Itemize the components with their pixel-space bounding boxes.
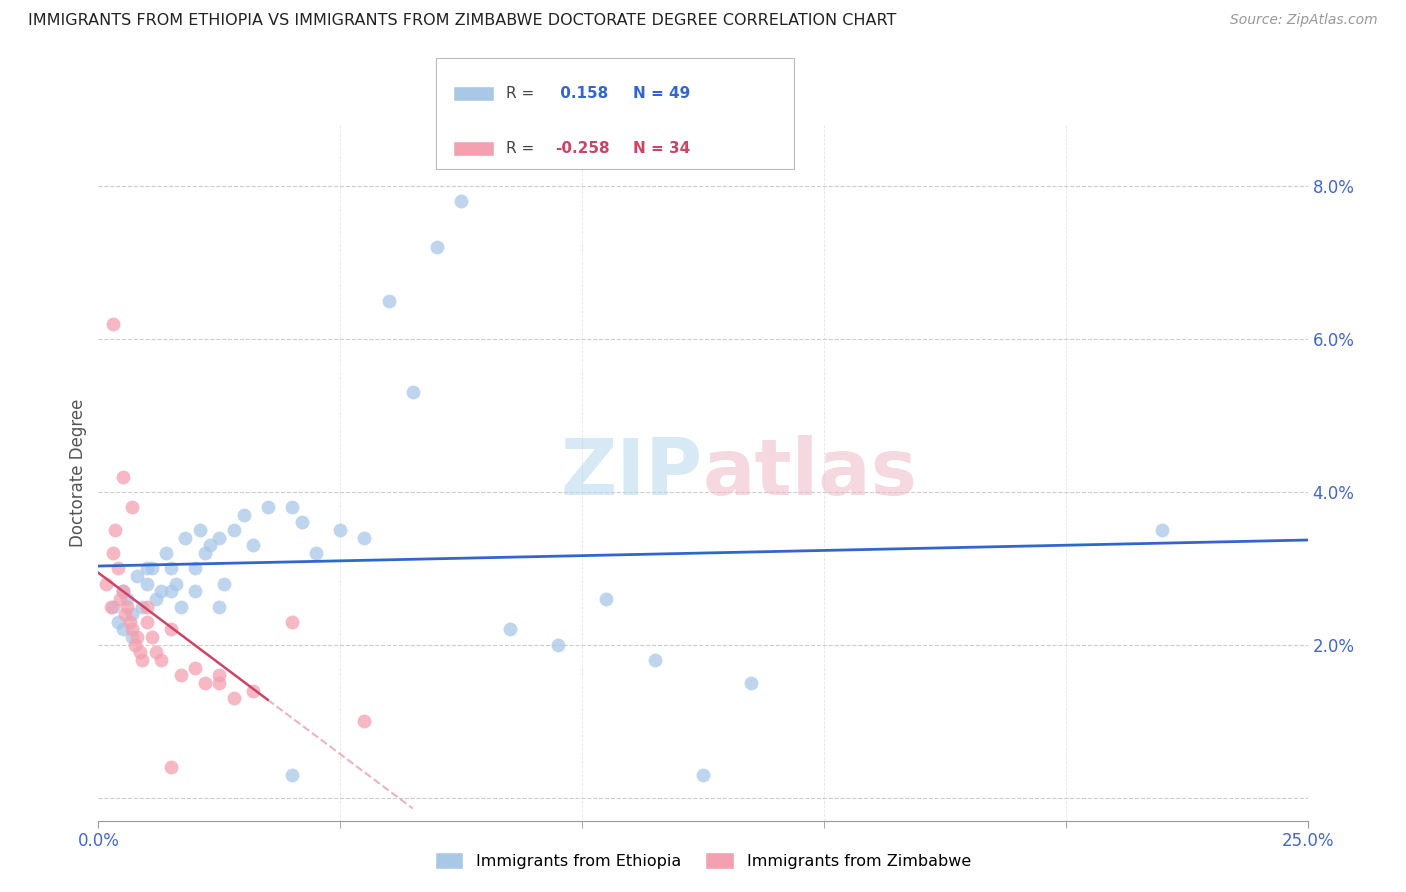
Legend: Immigrants from Ethiopia, Immigrants from Zimbabwe: Immigrants from Ethiopia, Immigrants fro…	[429, 846, 977, 875]
Point	[141, 561, 163, 575]
Point	[208, 676, 231, 690]
Point	[184, 661, 207, 675]
Point	[281, 768, 304, 782]
Text: Source: ZipAtlas.com: Source: ZipAtlas.com	[1230, 13, 1378, 28]
Point	[111, 623, 134, 637]
Point	[135, 615, 157, 629]
Point	[426, 240, 449, 254]
Point	[644, 653, 666, 667]
Point	[117, 591, 139, 606]
Point	[121, 500, 143, 515]
Point	[281, 500, 304, 515]
Point	[232, 508, 254, 522]
Point	[165, 576, 187, 591]
Text: R =: R =	[506, 87, 534, 101]
Point	[114, 607, 136, 622]
Point	[212, 576, 235, 591]
Point	[155, 546, 177, 560]
Point	[131, 653, 153, 667]
Point	[256, 500, 278, 515]
Point	[242, 683, 264, 698]
Point	[160, 623, 183, 637]
Point	[135, 576, 157, 591]
Point	[208, 668, 231, 682]
Point	[124, 638, 146, 652]
Point	[121, 623, 143, 637]
Point	[94, 576, 117, 591]
Text: -0.258: -0.258	[555, 142, 610, 156]
Point	[174, 531, 197, 545]
Point	[450, 194, 472, 209]
Point	[194, 676, 217, 690]
Point	[188, 523, 211, 537]
Point	[1152, 523, 1174, 537]
Point	[121, 630, 143, 644]
Point	[150, 653, 173, 667]
Point	[242, 538, 264, 552]
Point	[111, 584, 134, 599]
Point	[121, 607, 143, 622]
Point	[377, 293, 399, 308]
Point	[127, 569, 149, 583]
Point	[117, 599, 139, 614]
Point	[353, 531, 375, 545]
Point	[107, 615, 129, 629]
Text: 0.158: 0.158	[555, 87, 609, 101]
Text: ZIP: ZIP	[561, 434, 703, 511]
Point	[160, 561, 183, 575]
Point	[128, 645, 150, 659]
Point	[150, 584, 173, 599]
Point	[353, 714, 375, 729]
Point	[131, 599, 153, 614]
Point	[101, 317, 124, 331]
Point	[184, 584, 207, 599]
Point	[101, 546, 124, 560]
Point	[107, 561, 129, 575]
Point	[329, 523, 352, 537]
Point	[402, 385, 425, 400]
Point	[595, 591, 617, 606]
Y-axis label: Doctorate Degree: Doctorate Degree	[69, 399, 87, 547]
Point	[198, 538, 221, 552]
Point	[692, 768, 714, 782]
Point	[108, 591, 131, 606]
Point	[104, 523, 127, 537]
Point	[184, 561, 207, 575]
Text: R =: R =	[506, 142, 534, 156]
Point	[100, 599, 122, 614]
Point	[281, 615, 304, 629]
Point	[740, 676, 762, 690]
Point	[208, 599, 231, 614]
Point	[194, 546, 217, 560]
Point	[160, 584, 183, 599]
Point	[145, 645, 167, 659]
Point	[208, 531, 231, 545]
Point	[290, 516, 312, 530]
Point	[135, 561, 157, 575]
Point	[222, 523, 245, 537]
Text: IMMIGRANTS FROM ETHIOPIA VS IMMIGRANTS FROM ZIMBABWE DOCTORATE DEGREE CORRELATIO: IMMIGRANTS FROM ETHIOPIA VS IMMIGRANTS F…	[28, 13, 897, 29]
Point	[118, 615, 141, 629]
Point	[101, 599, 124, 614]
Point	[305, 546, 328, 560]
Point	[222, 691, 245, 706]
Point	[145, 591, 167, 606]
Point	[498, 623, 520, 637]
Text: N = 34: N = 34	[633, 142, 690, 156]
Point	[547, 638, 569, 652]
Text: atlas: atlas	[703, 434, 918, 511]
Point	[127, 630, 149, 644]
Point	[135, 599, 157, 614]
Point	[111, 584, 134, 599]
Text: N = 49: N = 49	[633, 87, 690, 101]
Point	[169, 668, 191, 682]
Point	[111, 469, 134, 483]
Point	[160, 760, 183, 774]
Point	[141, 630, 163, 644]
Point	[169, 599, 191, 614]
